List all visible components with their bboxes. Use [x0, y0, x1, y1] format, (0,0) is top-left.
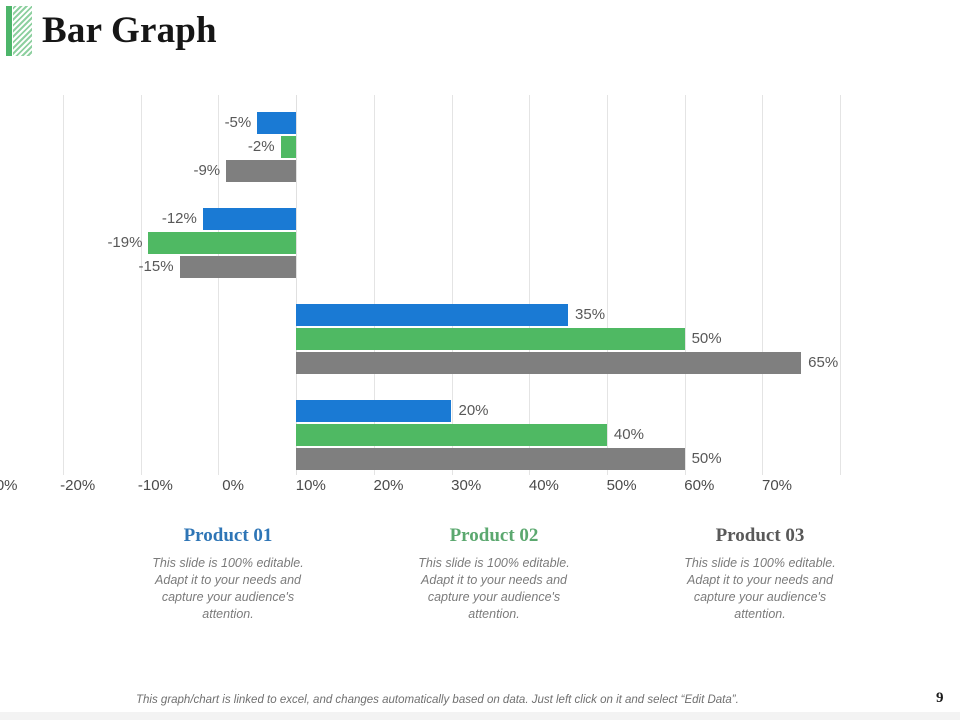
bar-gray[interactable]: [296, 448, 685, 470]
gridline: [840, 95, 841, 475]
product-body-text: This slide is 100% editable. Adapt it to…: [684, 556, 836, 621]
bar-group-row: -15%: [63, 256, 840, 278]
bar-value-label: -15%: [138, 258, 174, 275]
x-axis-tick: 20%: [373, 477, 404, 494]
product-descriptions: Product 01 This slide is 100% editable. A…: [95, 525, 895, 645]
x-axis-tick: 40%: [528, 477, 559, 494]
bar-group-row: -2%: [63, 136, 840, 158]
page-number: 9: [936, 690, 944, 706]
bar-group-row: 65%: [63, 352, 840, 374]
product-title: Product 02: [449, 525, 539, 546]
bar-group-row: 20%: [63, 400, 840, 422]
gridline: [63, 95, 64, 475]
bar-group-row: -9%: [63, 160, 840, 182]
bar-value-label: -2%: [247, 138, 275, 155]
x-axis-tick: 30%: [451, 477, 482, 494]
footer-note: This graph/chart is linked to excel, and…: [136, 694, 739, 706]
bar-group-row: 40%: [63, 424, 840, 446]
stripe-solid-bar: [6, 6, 12, 56]
bar-blue[interactable]: [257, 112, 297, 134]
gridline: [373, 95, 375, 475]
bar-blue[interactable]: [296, 400, 452, 422]
stripe-hatch-pattern: [13, 6, 32, 56]
product-column-2: Product 02 This slide is 100% editable. A…: [361, 525, 627, 645]
product-title: Product 01: [183, 525, 273, 546]
gridline: [140, 95, 142, 475]
stripe-decoration-icon: [6, 6, 32, 56]
footer-divider: [0, 712, 960, 720]
slide-header: Bar Graph: [0, 0, 960, 62]
x-axis-tick: -30%: [0, 477, 18, 494]
bar-green[interactable]: [280, 136, 297, 158]
gridline: [684, 95, 686, 475]
gridline: [296, 95, 298, 475]
x-axis-tick: 70%: [761, 477, 793, 494]
bar-value-label: -12%: [161, 210, 197, 227]
bar-value-label: 35%: [575, 306, 606, 323]
gridline: [451, 95, 453, 475]
product-body-text: This slide is 100% editable. Adapt it to…: [418, 556, 570, 621]
bar-green[interactable]: [296, 328, 685, 350]
page-title: Bar Graph: [42, 10, 217, 51]
x-axis-tick: 60%: [684, 477, 715, 494]
bar-value-label: -19%: [107, 234, 143, 251]
x-axis-tick: -20%: [60, 477, 96, 494]
bar-group-row: 50%: [63, 328, 840, 350]
bar-group-row: -12%: [63, 208, 840, 230]
bar-green[interactable]: [296, 424, 607, 446]
gridline: [218, 95, 220, 475]
gridline: [762, 95, 764, 475]
bar-green[interactable]: [148, 232, 297, 254]
bar-chart[interactable]: -5% -2% -9% -12% -19% -15% 35% 50% 65% 20% 40% 50% …: [0, 95, 960, 495]
bar-gray[interactable]: [226, 160, 297, 182]
product-column-1: Product 01 This slide is 100% editable. A…: [95, 525, 361, 645]
bar-value-label: 50%: [691, 330, 722, 347]
chart-x-axis: -30% -20% -10% 0% 10% 20% 30% 40% 50% 60% 70%: [0, 475, 792, 505]
product-title: Product 03: [715, 525, 805, 546]
product-body-text: This slide is 100% editable. Adapt it to…: [152, 556, 304, 621]
bar-group-row: 50%: [63, 448, 840, 470]
x-axis-tick: 0%: [222, 477, 244, 494]
bar-blue[interactable]: [296, 304, 569, 326]
x-axis-tick: -10%: [137, 477, 173, 494]
bar-blue[interactable]: [202, 208, 297, 230]
x-axis-tick: 50%: [606, 477, 637, 494]
bar-value-label: 20%: [458, 402, 489, 419]
bar-value-label: 40%: [613, 426, 644, 443]
gridline: [606, 95, 608, 475]
product-column-3: Product 03 This slide is 100% editable. A…: [627, 525, 893, 645]
bar-value-label: -5%: [224, 114, 252, 131]
bar-value-label: -9%: [193, 162, 221, 179]
bar-group-row: -5%: [63, 112, 840, 134]
bar-gray[interactable]: [296, 352, 802, 374]
bar-value-label: 50%: [691, 450, 722, 467]
x-axis-tick: 10%: [295, 477, 326, 494]
bar-group-row: -19%: [63, 232, 840, 254]
chart-plot-area[interactable]: -5% -2% -9% -12% -19% -15% 35% 50% 65% 20% 40% 50%: [63, 95, 841, 475]
bar-value-label: 65%: [808, 354, 839, 371]
gridline: [529, 95, 531, 475]
bar-gray[interactable]: [179, 256, 297, 278]
bar-group-row: 35%: [63, 304, 840, 326]
